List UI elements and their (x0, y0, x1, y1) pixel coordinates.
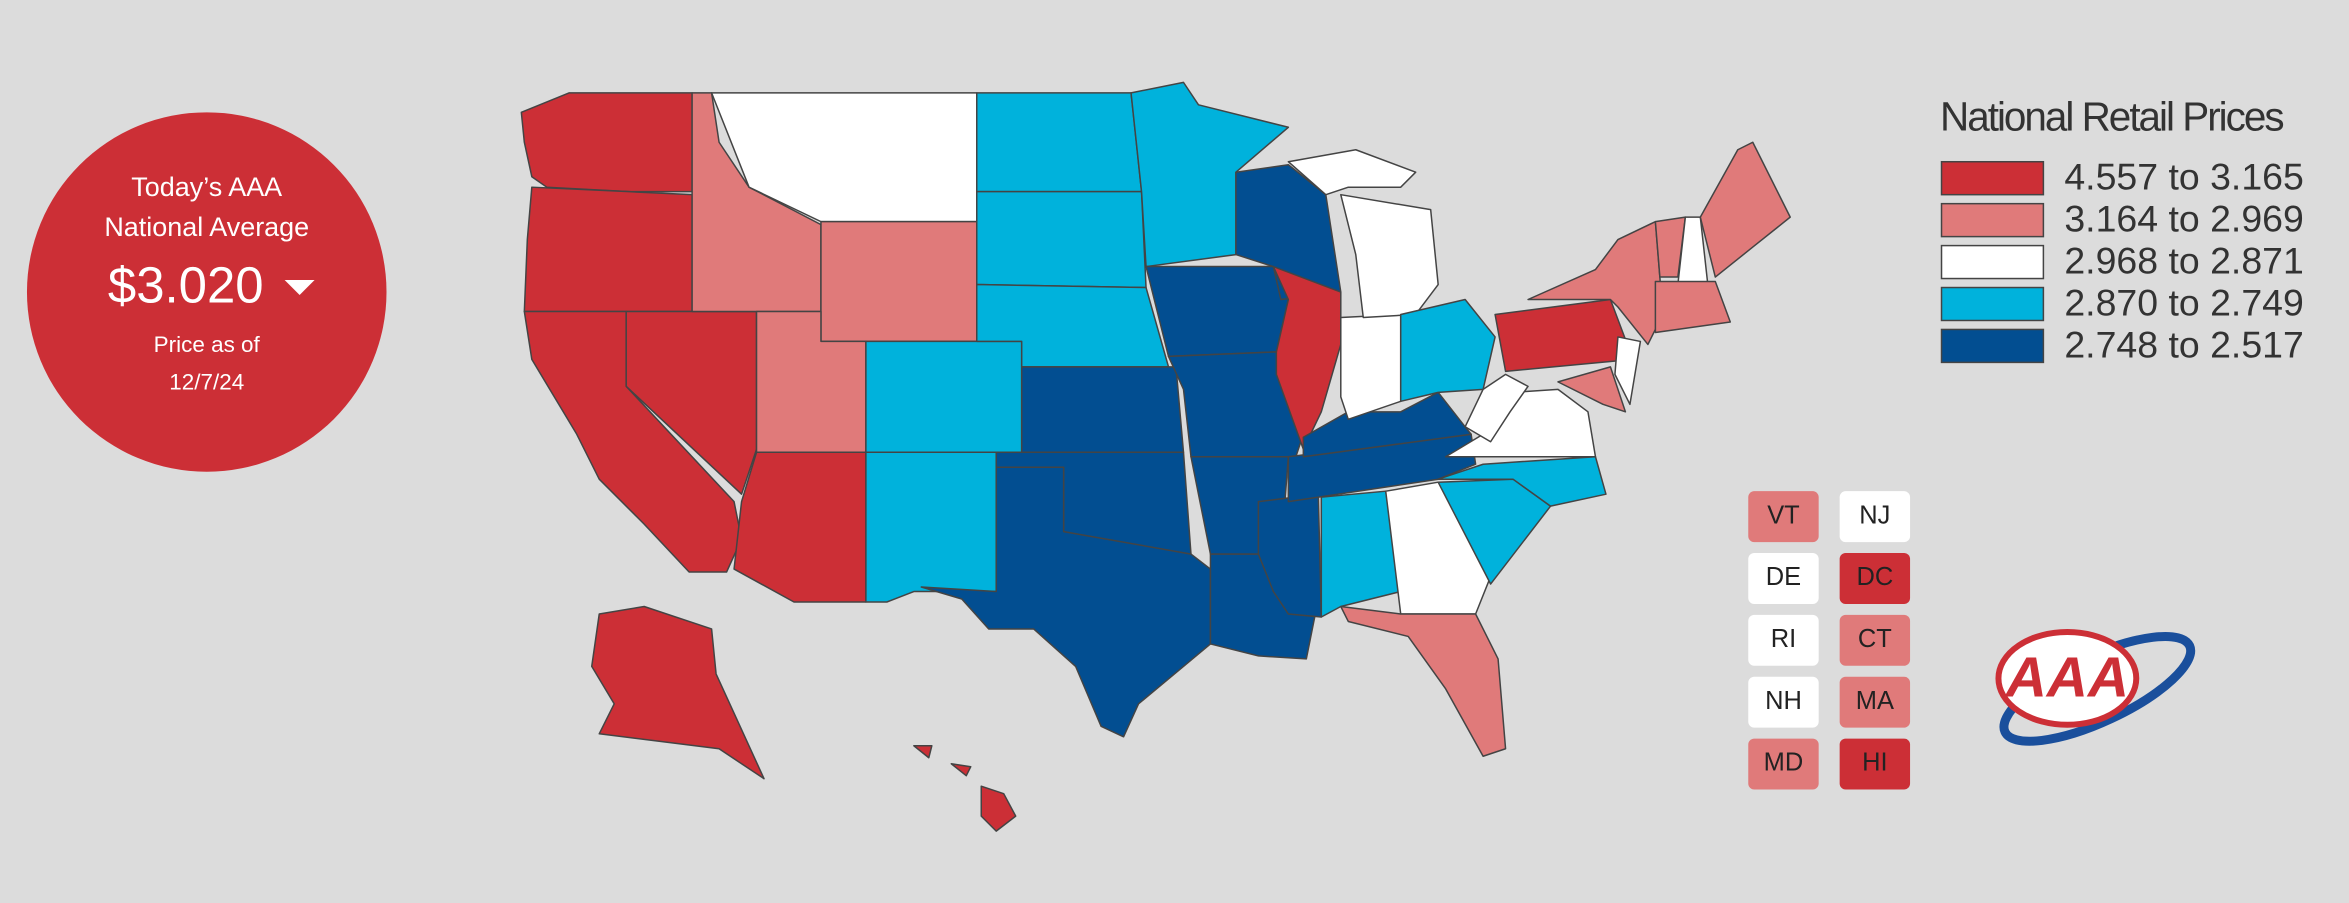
state-box (1748, 614, 1819, 666)
state-shape (1464, 373, 1529, 443)
state-box-label: MA (1856, 687, 1894, 715)
legend-swatch (1940, 286, 2045, 322)
legend-title: National Retail Prices (1940, 93, 2285, 139)
badge-line2: National Average (104, 212, 309, 242)
state-shape (1654, 216, 1687, 278)
logo-oval (1995, 628, 2140, 728)
legend-label: 2.968 to 2.871 (2064, 239, 2303, 281)
state-shape (523, 186, 693, 313)
state-shape (1614, 336, 1642, 406)
state-box (1839, 553, 1911, 604)
state-box-label: NJ (1859, 501, 1890, 529)
legend-swatch (1940, 328, 2045, 364)
state-box (1748, 738, 1819, 790)
legend: National Retail Prices 4.557 to 3.1653.1… (1940, 93, 2304, 365)
state-box-label: DE (1766, 563, 1801, 591)
state-shape (820, 220, 978, 343)
state-shape (1557, 366, 1627, 413)
legend-swatch (1940, 244, 2045, 280)
state-shape (590, 605, 765, 780)
state-box-label: HI (1862, 749, 1887, 777)
aaa-logo: AAA (1995, 628, 2196, 746)
state-shape (1020, 366, 1185, 453)
us-map (520, 81, 1791, 832)
state-box (1839, 491, 1911, 543)
state-box (1748, 553, 1819, 604)
state-shape (913, 745, 933, 759)
state-box (1839, 614, 1911, 666)
state-shape (1340, 605, 1507, 757)
legend-label: 4.557 to 3.165 (2064, 156, 2303, 198)
state-box-label: NH (1765, 687, 1802, 715)
dropdown-icon[interactable] (284, 280, 315, 296)
state-box-label: DC (1856, 563, 1893, 591)
state-shape (950, 762, 972, 777)
state-shape (865, 451, 997, 603)
badge-line1: Today’s AAA (131, 172, 282, 202)
state-shape (1437, 455, 1607, 507)
state-box (1839, 676, 1911, 728)
small-states: VT NJ DE DC RI CT NH MA MD HI (1748, 491, 1911, 790)
logo-text: AAA (2004, 645, 2129, 709)
state-shape (1145, 265, 1290, 358)
state-box-label: MD (1764, 749, 1804, 777)
state-shape (691, 92, 822, 313)
badge-price: $3.020 (108, 256, 264, 313)
state-shape (1699, 141, 1791, 278)
legend-label: 2.870 to 2.749 (2064, 281, 2303, 323)
state-shape (1320, 490, 1402, 618)
state-shape (733, 451, 867, 603)
badge-circle (26, 112, 387, 472)
state-box-label: RI (1771, 625, 1796, 653)
state-shape (865, 340, 1023, 453)
state-shape (1654, 280, 1732, 334)
state-box (1748, 491, 1819, 543)
state-shape (1287, 149, 1417, 196)
state-shape (520, 92, 693, 193)
state-shape (980, 785, 1017, 832)
legend-swatch (1940, 160, 2045, 196)
state-shape (976, 190, 1147, 289)
badge-date: 12/7/24 (169, 369, 244, 394)
state-box (1839, 738, 1911, 790)
state-shape (1340, 313, 1402, 421)
state-box-label: CT (1858, 625, 1892, 653)
state-shape (920, 466, 1212, 738)
state-box (1748, 676, 1819, 728)
state-shape (976, 92, 1143, 193)
legend-swatch (1940, 202, 2045, 238)
legend-label: 2.748 to 2.517 (2064, 323, 2303, 365)
legend-label: 3.164 to 2.969 (2064, 198, 2303, 240)
state-box-label: VT (1767, 501, 1800, 529)
average-badge: Today’s AAA National Average $3.020 Pric… (26, 112, 387, 472)
badge-date-label: Price as of (154, 332, 261, 357)
